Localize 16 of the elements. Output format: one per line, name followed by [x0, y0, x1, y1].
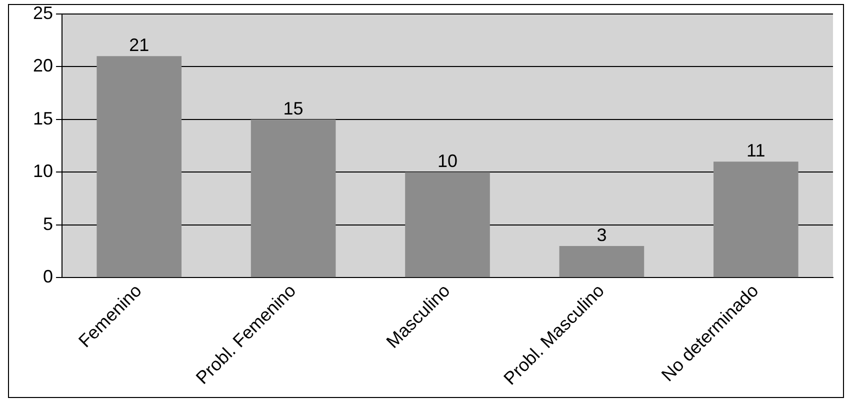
- data-label: 15: [283, 98, 304, 118]
- data-label: 10: [437, 151, 458, 172]
- data-label: 3: [596, 224, 607, 245]
- y-tick-label: 20: [32, 56, 54, 76]
- y-tick-label: 0: [43, 266, 54, 287]
- data-label: 11: [746, 140, 766, 161]
- bar: [559, 246, 644, 278]
- y-tick-label: 15: [32, 108, 54, 128]
- y-tick-label: 25: [32, 2, 54, 23]
- bar: [250, 119, 336, 278]
- y-tick-label: 10: [32, 161, 54, 182]
- bar: [96, 56, 182, 278]
- data-label: 21: [129, 35, 150, 56]
- y-tick-label: 5: [43, 214, 54, 234]
- bar: [714, 162, 798, 278]
- bar: [405, 172, 490, 278]
